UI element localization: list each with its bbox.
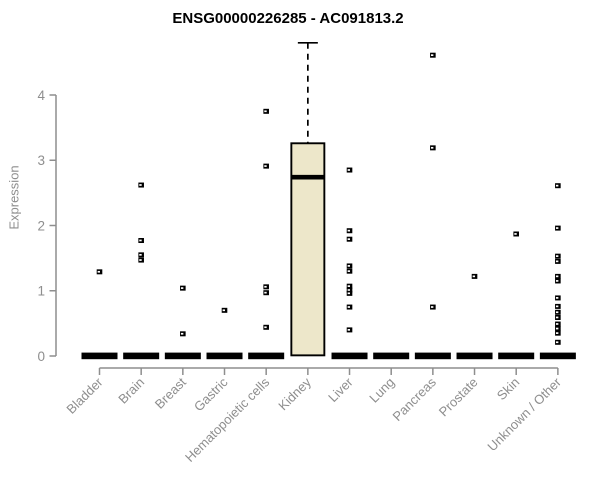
- x-category-label: Lung: [366, 375, 397, 406]
- y-tick-label: 0: [37, 349, 45, 364]
- y-tick-label: 4: [37, 88, 45, 103]
- outlier-point-center: [555, 184, 559, 187]
- chart-title: ENSG00000226285 - AC091813.2: [172, 10, 404, 27]
- outlier-point-center: [264, 291, 267, 294]
- outlier-point-center: [347, 289, 351, 291]
- outlier-point-center: [347, 285, 351, 287]
- outlier-point-center: [97, 270, 100, 273]
- outlier-point-center: [139, 253, 142, 256]
- outlier-point-center: [347, 292, 351, 295]
- outlier-point-center: [555, 227, 559, 229]
- outlier-point-center: [139, 239, 142, 242]
- outlier-point-center: [264, 326, 267, 329]
- collapsed-box: [331, 352, 368, 360]
- outlier-point-center: [555, 341, 559, 344]
- x-category-label: Breast: [152, 374, 189, 411]
- outlier-point-center: [514, 233, 517, 235]
- x-category-label: Prostate: [436, 375, 481, 420]
- outlier-point-center: [555, 305, 559, 308]
- outlier-point-center: [555, 260, 559, 263]
- outlier-point-center: [555, 311, 559, 314]
- outlier-point-center: [555, 327, 559, 330]
- outlier-point-center: [555, 332, 559, 334]
- outlier-point-center: [430, 146, 434, 149]
- outlier-point-center: [555, 297, 559, 299]
- x-category-label: Pancreas: [390, 374, 440, 424]
- x-category-label: Gastric: [191, 374, 231, 414]
- outlier-point-center: [347, 265, 351, 267]
- outlier-point-center: [555, 323, 559, 325]
- outlier-point-center: [347, 229, 351, 232]
- outlier-point-center: [347, 329, 351, 331]
- outlier-point-center: [555, 316, 559, 319]
- outlier-point-center: [347, 270, 351, 272]
- x-category-label: Brain: [115, 375, 147, 407]
- outlier-point-center: [139, 184, 142, 186]
- outlier-point-center: [555, 275, 559, 278]
- x-category-label: Kidney: [275, 374, 314, 413]
- collapsed-box: [81, 352, 118, 360]
- x-category-label: Liver: [325, 374, 356, 405]
- x-category-label: Bladder: [63, 374, 106, 417]
- outlier-point-center: [180, 287, 184, 289]
- collapsed-box: [164, 352, 201, 360]
- outlier-point-center: [347, 169, 351, 171]
- outlier-point-center: [139, 259, 142, 261]
- y-tick-label: 1: [37, 284, 45, 299]
- x-category-label: Skin: [494, 375, 522, 403]
- outlier-point-center: [472, 275, 476, 278]
- outlier-point-center: [264, 165, 267, 167]
- collapsed-box: [498, 352, 535, 360]
- outlier-point-center: [180, 332, 184, 335]
- collapsed-box: [206, 352, 243, 360]
- y-tick-label: 3: [37, 153, 45, 168]
- collapsed-box: [248, 352, 285, 360]
- collapsed-box: [539, 352, 576, 360]
- outlier-point-center: [347, 306, 351, 308]
- outlier-point-center: [430, 54, 434, 56]
- outlier-point-center: [555, 255, 559, 257]
- collapsed-box: [414, 352, 451, 360]
- outlier-point-center: [430, 306, 434, 308]
- outlier-point-center: [555, 280, 559, 282]
- outlier-point-center: [347, 238, 351, 241]
- collapsed-box: [123, 352, 160, 360]
- collapsed-box: [373, 352, 410, 360]
- outlier-point-center: [264, 285, 267, 288]
- collapsed-box: [456, 352, 493, 360]
- y-tick-label: 2: [37, 218, 45, 233]
- outlier-point-center: [264, 110, 267, 113]
- outlier-point-center: [222, 309, 226, 312]
- x-category-label: Unknown / Other: [484, 374, 564, 454]
